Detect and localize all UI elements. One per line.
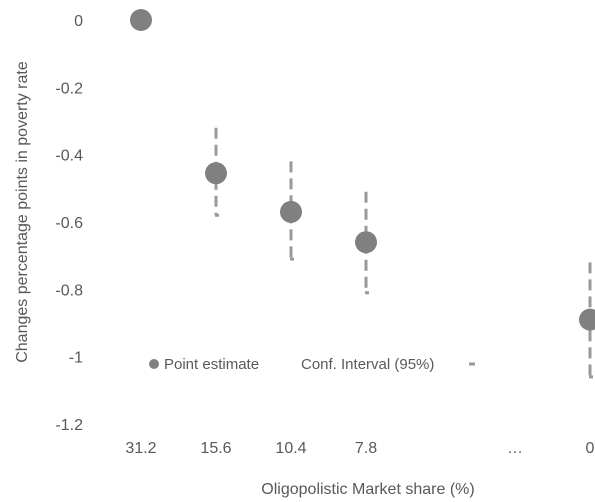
y-tick-label: 0	[74, 13, 83, 30]
x-tick-label: …	[507, 440, 523, 457]
point-estimates	[130, 9, 595, 331]
x-tick-label: 7.8	[355, 440, 377, 457]
x-tick-label: 31.2	[125, 440, 156, 457]
point-estimate-marker	[130, 9, 152, 31]
point-estimate-marker	[579, 308, 595, 331]
y-axis-title: Changes percentage points in poverty rat…	[14, 61, 31, 363]
x-axis-title: Oligopolistic Market share (%)	[261, 481, 474, 498]
legend-interval-label: Conf. Interval (95%)	[301, 356, 434, 373]
y-axis-ticks: 0 -0.2 -0.4 -0.6 -0.8 -1 -1.2	[55, 13, 83, 434]
x-axis-ticks: 31.2 15.6 10.4 7.8 … 0	[125, 440, 594, 457]
point-estimate-marker	[355, 231, 377, 254]
x-tick-label: 15.6	[200, 440, 231, 457]
legend-point-marker	[149, 359, 159, 369]
x-tick-label: 0	[586, 440, 595, 457]
legend: Point estimate Conf. Interval (95%)	[149, 356, 475, 373]
point-estimate-marker	[280, 200, 302, 223]
confidence-intervals	[140, 18, 593, 379]
point-estimate-marker	[205, 162, 227, 185]
y-tick-label: -0.4	[55, 148, 83, 165]
y-tick-label: -1	[69, 350, 83, 367]
legend-point-label: Point estimate	[164, 356, 259, 373]
y-tick-label: -0.6	[55, 215, 83, 232]
y-tick-label: -0.8	[55, 282, 83, 299]
y-tick-label: -1.2	[55, 417, 83, 434]
x-tick-label: 10.4	[275, 440, 306, 457]
y-tick-label: -0.2	[55, 80, 83, 97]
